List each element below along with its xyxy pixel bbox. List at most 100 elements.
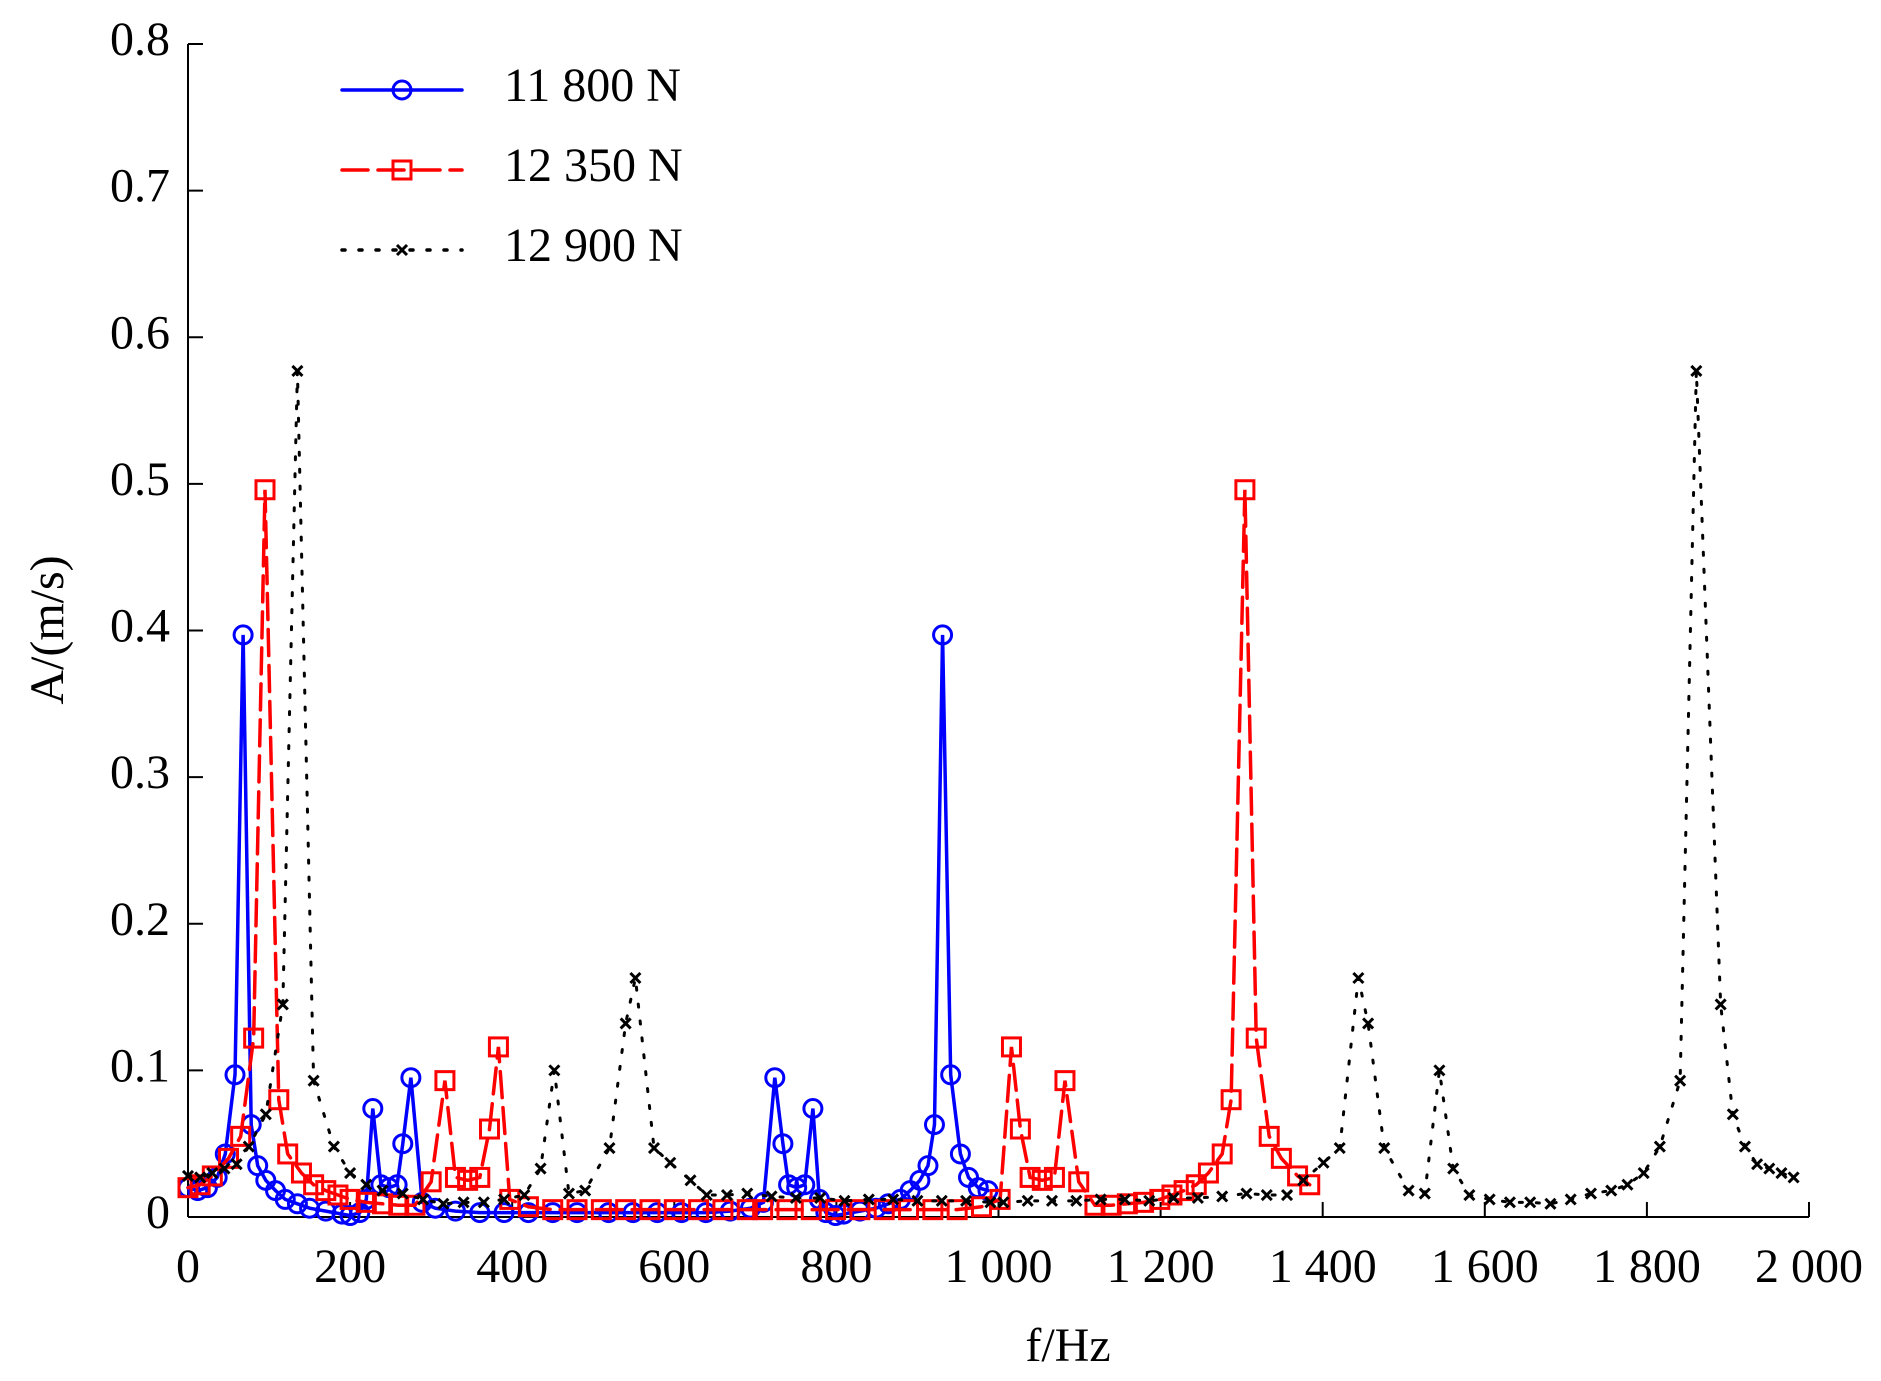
data-point bbox=[1352, 971, 1365, 985]
data-point bbox=[720, 1188, 734, 1202]
data-point bbox=[1653, 1140, 1666, 1153]
data-point bbox=[548, 1064, 561, 1077]
data-point bbox=[765, 1190, 778, 1203]
data-point bbox=[1751, 1158, 1764, 1171]
data-point bbox=[1447, 1162, 1460, 1175]
data-point bbox=[1433, 1064, 1446, 1077]
data-point bbox=[434, 1070, 456, 1092]
x-tick-label: 600 bbox=[638, 1240, 710, 1293]
data-point bbox=[416, 1193, 430, 1206]
x-axis-label: f/Hz bbox=[1025, 1319, 1110, 1372]
data-point bbox=[997, 1196, 1010, 1209]
data-point bbox=[386, 1174, 408, 1196]
data-point bbox=[286, 1193, 308, 1215]
data-point bbox=[396, 1187, 409, 1200]
data-point bbox=[274, 1188, 296, 1210]
data-point bbox=[1258, 1125, 1280, 1147]
x-tick-label: 1 800 bbox=[1593, 1240, 1701, 1293]
data-point bbox=[776, 1199, 798, 1221]
data-point bbox=[615, 1199, 637, 1221]
data-point bbox=[935, 1194, 948, 1207]
data-point bbox=[1094, 1193, 1107, 1206]
data-point bbox=[1043, 1166, 1065, 1188]
series-line bbox=[186, 489, 1312, 1212]
data-point bbox=[1775, 1166, 1788, 1180]
y-tick-label: 0.7 bbox=[110, 160, 170, 213]
data-point bbox=[259, 1108, 272, 1121]
data-point bbox=[518, 1188, 531, 1202]
data-point bbox=[741, 1187, 754, 1200]
data-point bbox=[400, 1067, 422, 1089]
data-point bbox=[1503, 1196, 1516, 1209]
data-point bbox=[663, 1199, 685, 1221]
y-tick-label: 0.2 bbox=[110, 893, 170, 946]
data-point bbox=[177, 1177, 199, 1199]
x-tick-label: 400 bbox=[476, 1240, 548, 1293]
data-point bbox=[789, 1191, 802, 1205]
x-tick-label: 2 000 bbox=[1755, 1240, 1863, 1293]
data-point bbox=[479, 1118, 501, 1140]
data-point bbox=[469, 1166, 491, 1188]
data-point bbox=[444, 1166, 466, 1188]
data-point bbox=[752, 1199, 774, 1221]
data-point bbox=[814, 1191, 827, 1205]
data-point bbox=[277, 1143, 299, 1165]
y-tick-label: 0.1 bbox=[110, 1039, 170, 1092]
data-point bbox=[629, 971, 642, 985]
data-point bbox=[339, 1188, 361, 1210]
data-point bbox=[477, 1196, 490, 1209]
data-point bbox=[355, 1191, 377, 1213]
data-point bbox=[1068, 1171, 1090, 1193]
data-point bbox=[206, 1166, 219, 1180]
data-point bbox=[1584, 1187, 1598, 1200]
data-point bbox=[1000, 1036, 1022, 1058]
series-line bbox=[186, 634, 990, 1218]
data-point bbox=[849, 1199, 871, 1221]
data-point bbox=[268, 1089, 290, 1111]
x-tick-label: 0 bbox=[176, 1240, 200, 1293]
legend-marker bbox=[391, 159, 413, 181]
data-point bbox=[1100, 1194, 1122, 1216]
y-tick-label: 0.8 bbox=[110, 13, 170, 66]
data-point bbox=[838, 1194, 851, 1207]
y-tick-label: 0.3 bbox=[110, 746, 170, 799]
data-point bbox=[949, 1143, 971, 1165]
data-point bbox=[1690, 364, 1703, 378]
data-point bbox=[218, 1162, 231, 1175]
data-point bbox=[603, 1142, 616, 1155]
data-point bbox=[1418, 1187, 1431, 1200]
data-point bbox=[764, 1067, 786, 1089]
x-tick-label: 1 600 bbox=[1431, 1240, 1539, 1293]
data-point bbox=[700, 1188, 713, 1202]
data-point bbox=[242, 1140, 255, 1153]
data-point bbox=[469, 1202, 491, 1224]
data-point bbox=[825, 1199, 847, 1221]
data-point bbox=[1270, 1147, 1292, 1169]
data-point bbox=[984, 1196, 997, 1209]
data-point bbox=[444, 1200, 466, 1222]
y-tick-label: 0.5 bbox=[110, 453, 170, 506]
y-tick-label: 0.6 bbox=[110, 306, 170, 359]
data-point bbox=[862, 1193, 875, 1206]
data-point bbox=[1116, 1193, 1138, 1215]
legend-marker bbox=[391, 79, 413, 101]
x-tick-label: 800 bbox=[800, 1240, 872, 1293]
data-point bbox=[911, 1194, 924, 1207]
data-point bbox=[392, 1133, 414, 1155]
data-point bbox=[327, 1184, 349, 1206]
data-point bbox=[243, 1027, 265, 1049]
data-point bbox=[372, 1193, 394, 1215]
data-point bbox=[1185, 1174, 1207, 1196]
data-point bbox=[1564, 1193, 1577, 1206]
data-point bbox=[1605, 1184, 1618, 1197]
y-tick-label: 0 bbox=[146, 1186, 170, 1239]
data-point bbox=[360, 1178, 373, 1191]
data-point bbox=[230, 1125, 252, 1147]
data-point bbox=[1726, 1108, 1739, 1121]
data-point bbox=[1544, 1197, 1557, 1210]
data-point bbox=[1280, 1188, 1294, 1202]
data-point bbox=[303, 1174, 325, 1196]
data-point bbox=[290, 1162, 312, 1184]
data-point bbox=[579, 1184, 592, 1197]
data-point bbox=[590, 1199, 612, 1221]
